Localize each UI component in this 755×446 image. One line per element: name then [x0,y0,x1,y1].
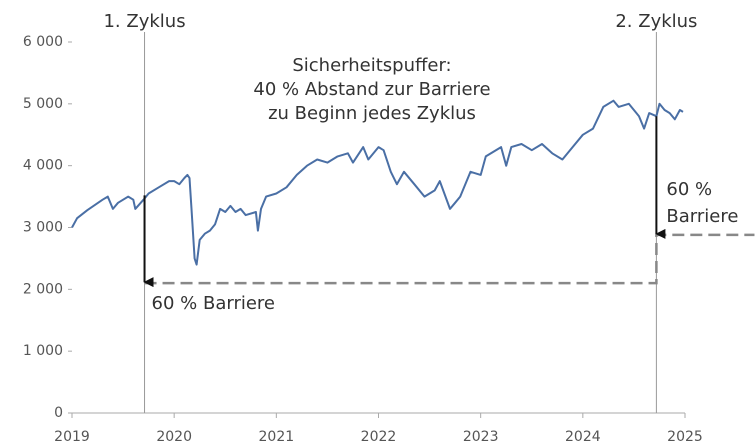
x-tick-label: 2025 [667,429,703,445]
x-tick-label: 2023 [463,429,499,445]
cycle-label: 2. Zyklus [615,11,697,32]
y-tick-label: 1 000 [23,343,63,359]
barrier-label: Barriere [666,206,738,227]
y-tick-label: 5 000 [23,96,63,112]
barrier-label: 60 % Barriere [152,293,275,314]
barrier-label: 60 % [666,179,712,200]
y-tick-label: 0 [54,405,63,421]
x-tick-label: 2024 [565,429,601,445]
note: 40 % Abstand zur Barriere [253,79,490,100]
x-tick-label: 2021 [259,429,295,445]
y-tick-label: 3 000 [23,220,63,236]
line-series [71,99,684,266]
x-tick-label: 2019 [54,429,90,445]
barrier-line [144,233,755,285]
x-tick-label: 2022 [361,429,397,445]
note: Sicherheitspuffer: [292,55,451,76]
y-tick-label: 4 000 [23,158,63,174]
note: zu Beginn jedes Zyklus [268,103,476,124]
y-tick-label: 2 000 [23,281,63,297]
x-tick-label: 2020 [156,429,192,445]
cycle-label: 1. Zyklus [103,11,185,32]
y-tick-label: 6 000 [23,34,63,50]
